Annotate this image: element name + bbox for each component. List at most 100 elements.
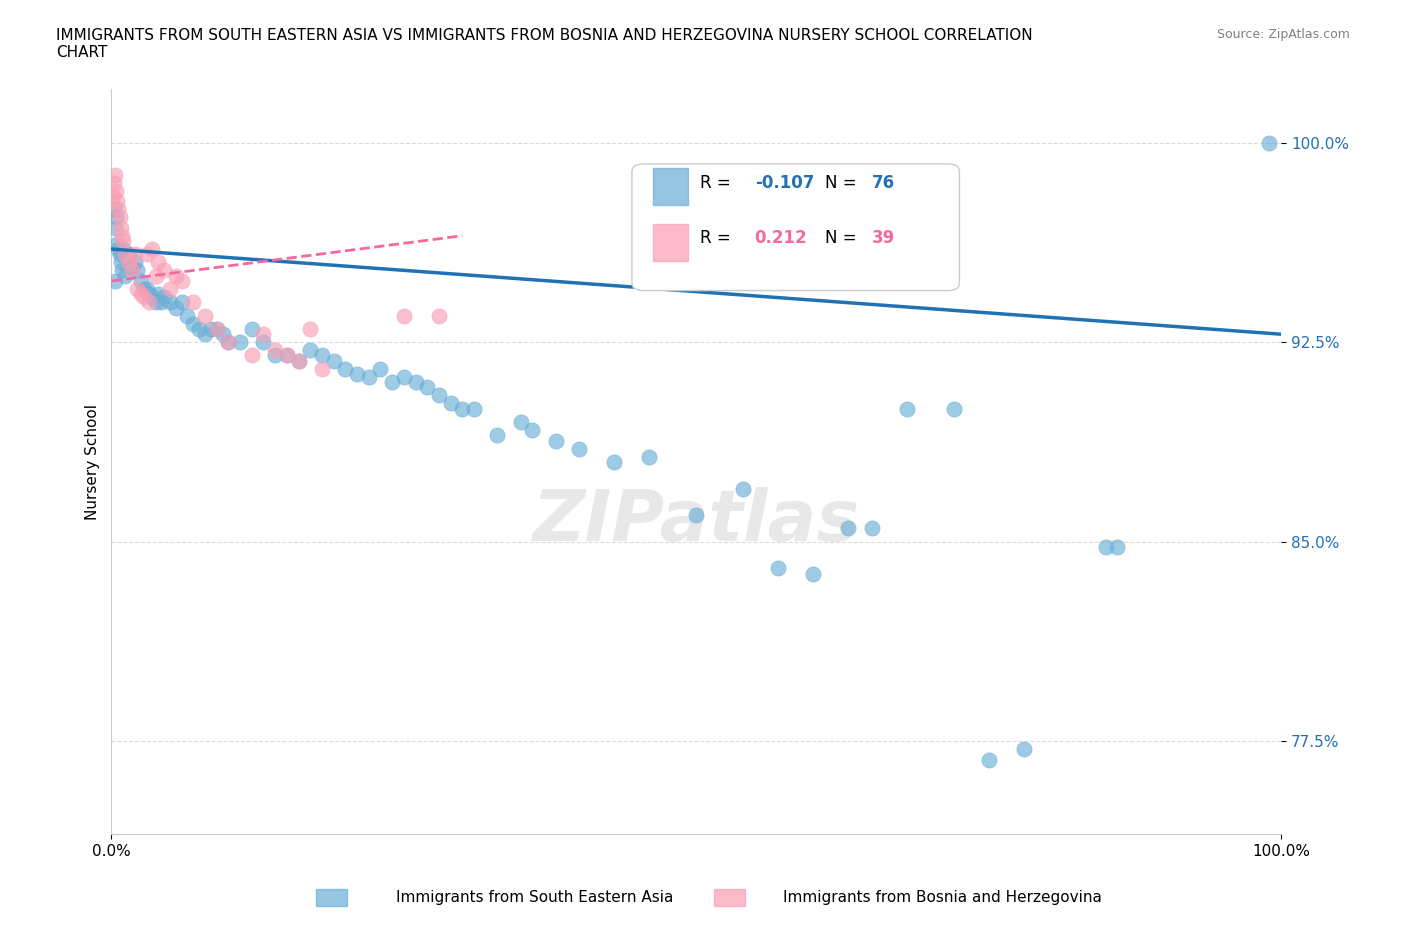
Point (112, 242, 135, 257)
Point (118, 255, 141, 270)
Point (217, 335, 239, 350)
Point (200, 322, 222, 337)
Text: R =: R = (700, 174, 735, 192)
Point (153, 289, 176, 304)
Point (138, 295, 160, 310)
Y-axis label: Nursery School: Nursery School (86, 404, 100, 520)
Point (405, 375, 427, 390)
Point (105, 183, 128, 198)
FancyBboxPatch shape (652, 223, 688, 260)
Text: Source: ZipAtlas.com: Source: ZipAtlas.com (1216, 28, 1350, 41)
Text: ZIPatlas: ZIPatlas (533, 487, 860, 556)
Point (135, 247, 157, 262)
Point (240, 322, 263, 337)
Point (165, 300, 187, 315)
Point (486, 428, 509, 443)
Point (416, 380, 439, 395)
Point (766, 561, 789, 576)
Point (103, 175, 125, 190)
Point (101, 189, 124, 204)
Text: N =: N = (825, 174, 862, 192)
Point (114, 247, 136, 262)
Point (392, 369, 415, 384)
Point (127, 282, 149, 297)
Point (638, 449, 661, 464)
Point (181, 295, 204, 310)
Text: R =: R = (700, 230, 741, 247)
Point (311, 348, 333, 363)
Point (211, 326, 233, 341)
Point (124, 247, 146, 262)
Point (977, 752, 1000, 767)
Point (287, 353, 309, 368)
Point (357, 369, 380, 384)
Point (104, 167, 127, 182)
Point (381, 375, 404, 390)
Point (568, 441, 591, 456)
Point (276, 348, 298, 363)
Point (104, 273, 127, 288)
Point (145, 295, 167, 310)
Point (1258, 135, 1281, 150)
Point (264, 348, 287, 363)
Point (217, 335, 239, 350)
Point (860, 521, 883, 536)
Point (942, 401, 965, 416)
Point (463, 401, 485, 416)
Point (134, 289, 156, 304)
Point (1012, 742, 1035, 757)
Point (141, 242, 163, 257)
Point (229, 335, 252, 350)
Point (1094, 539, 1116, 554)
Point (731, 481, 754, 496)
Point (104, 220, 127, 235)
Point (107, 242, 129, 257)
Point (801, 566, 824, 581)
Text: N =: N = (825, 230, 862, 247)
Point (138, 286, 160, 301)
Point (509, 415, 531, 430)
Point (134, 282, 156, 297)
Point (105, 236, 128, 251)
Point (205, 322, 228, 337)
Point (346, 366, 368, 381)
Point (103, 202, 125, 217)
Point (544, 433, 567, 448)
Text: -0.107: -0.107 (755, 174, 814, 192)
Point (1107, 539, 1129, 554)
Point (370, 362, 392, 377)
Point (252, 335, 274, 350)
Point (299, 322, 322, 337)
Text: 39: 39 (872, 230, 896, 247)
Point (108, 209, 131, 224)
Point (170, 295, 193, 310)
Point (240, 348, 263, 363)
Point (194, 308, 217, 323)
Point (165, 268, 187, 283)
Text: Immigrants from South Eastern Asia: Immigrants from South Eastern Asia (395, 890, 673, 905)
Point (335, 362, 357, 377)
Point (603, 455, 626, 470)
Point (129, 273, 152, 288)
Point (149, 295, 172, 310)
Point (287, 353, 309, 368)
Point (107, 202, 129, 217)
Point (451, 401, 474, 416)
Text: 76: 76 (872, 174, 894, 192)
Point (135, 282, 157, 297)
Point (112, 233, 135, 248)
Point (194, 326, 217, 341)
Point (148, 255, 170, 270)
Point (176, 308, 198, 323)
Point (105, 193, 128, 208)
Point (170, 273, 193, 288)
FancyBboxPatch shape (652, 167, 688, 205)
Point (105, 209, 128, 224)
Point (188, 322, 211, 337)
Point (439, 396, 461, 411)
Point (121, 260, 143, 275)
Point (837, 521, 859, 536)
Point (111, 228, 134, 243)
Point (127, 263, 149, 278)
Point (124, 255, 146, 270)
